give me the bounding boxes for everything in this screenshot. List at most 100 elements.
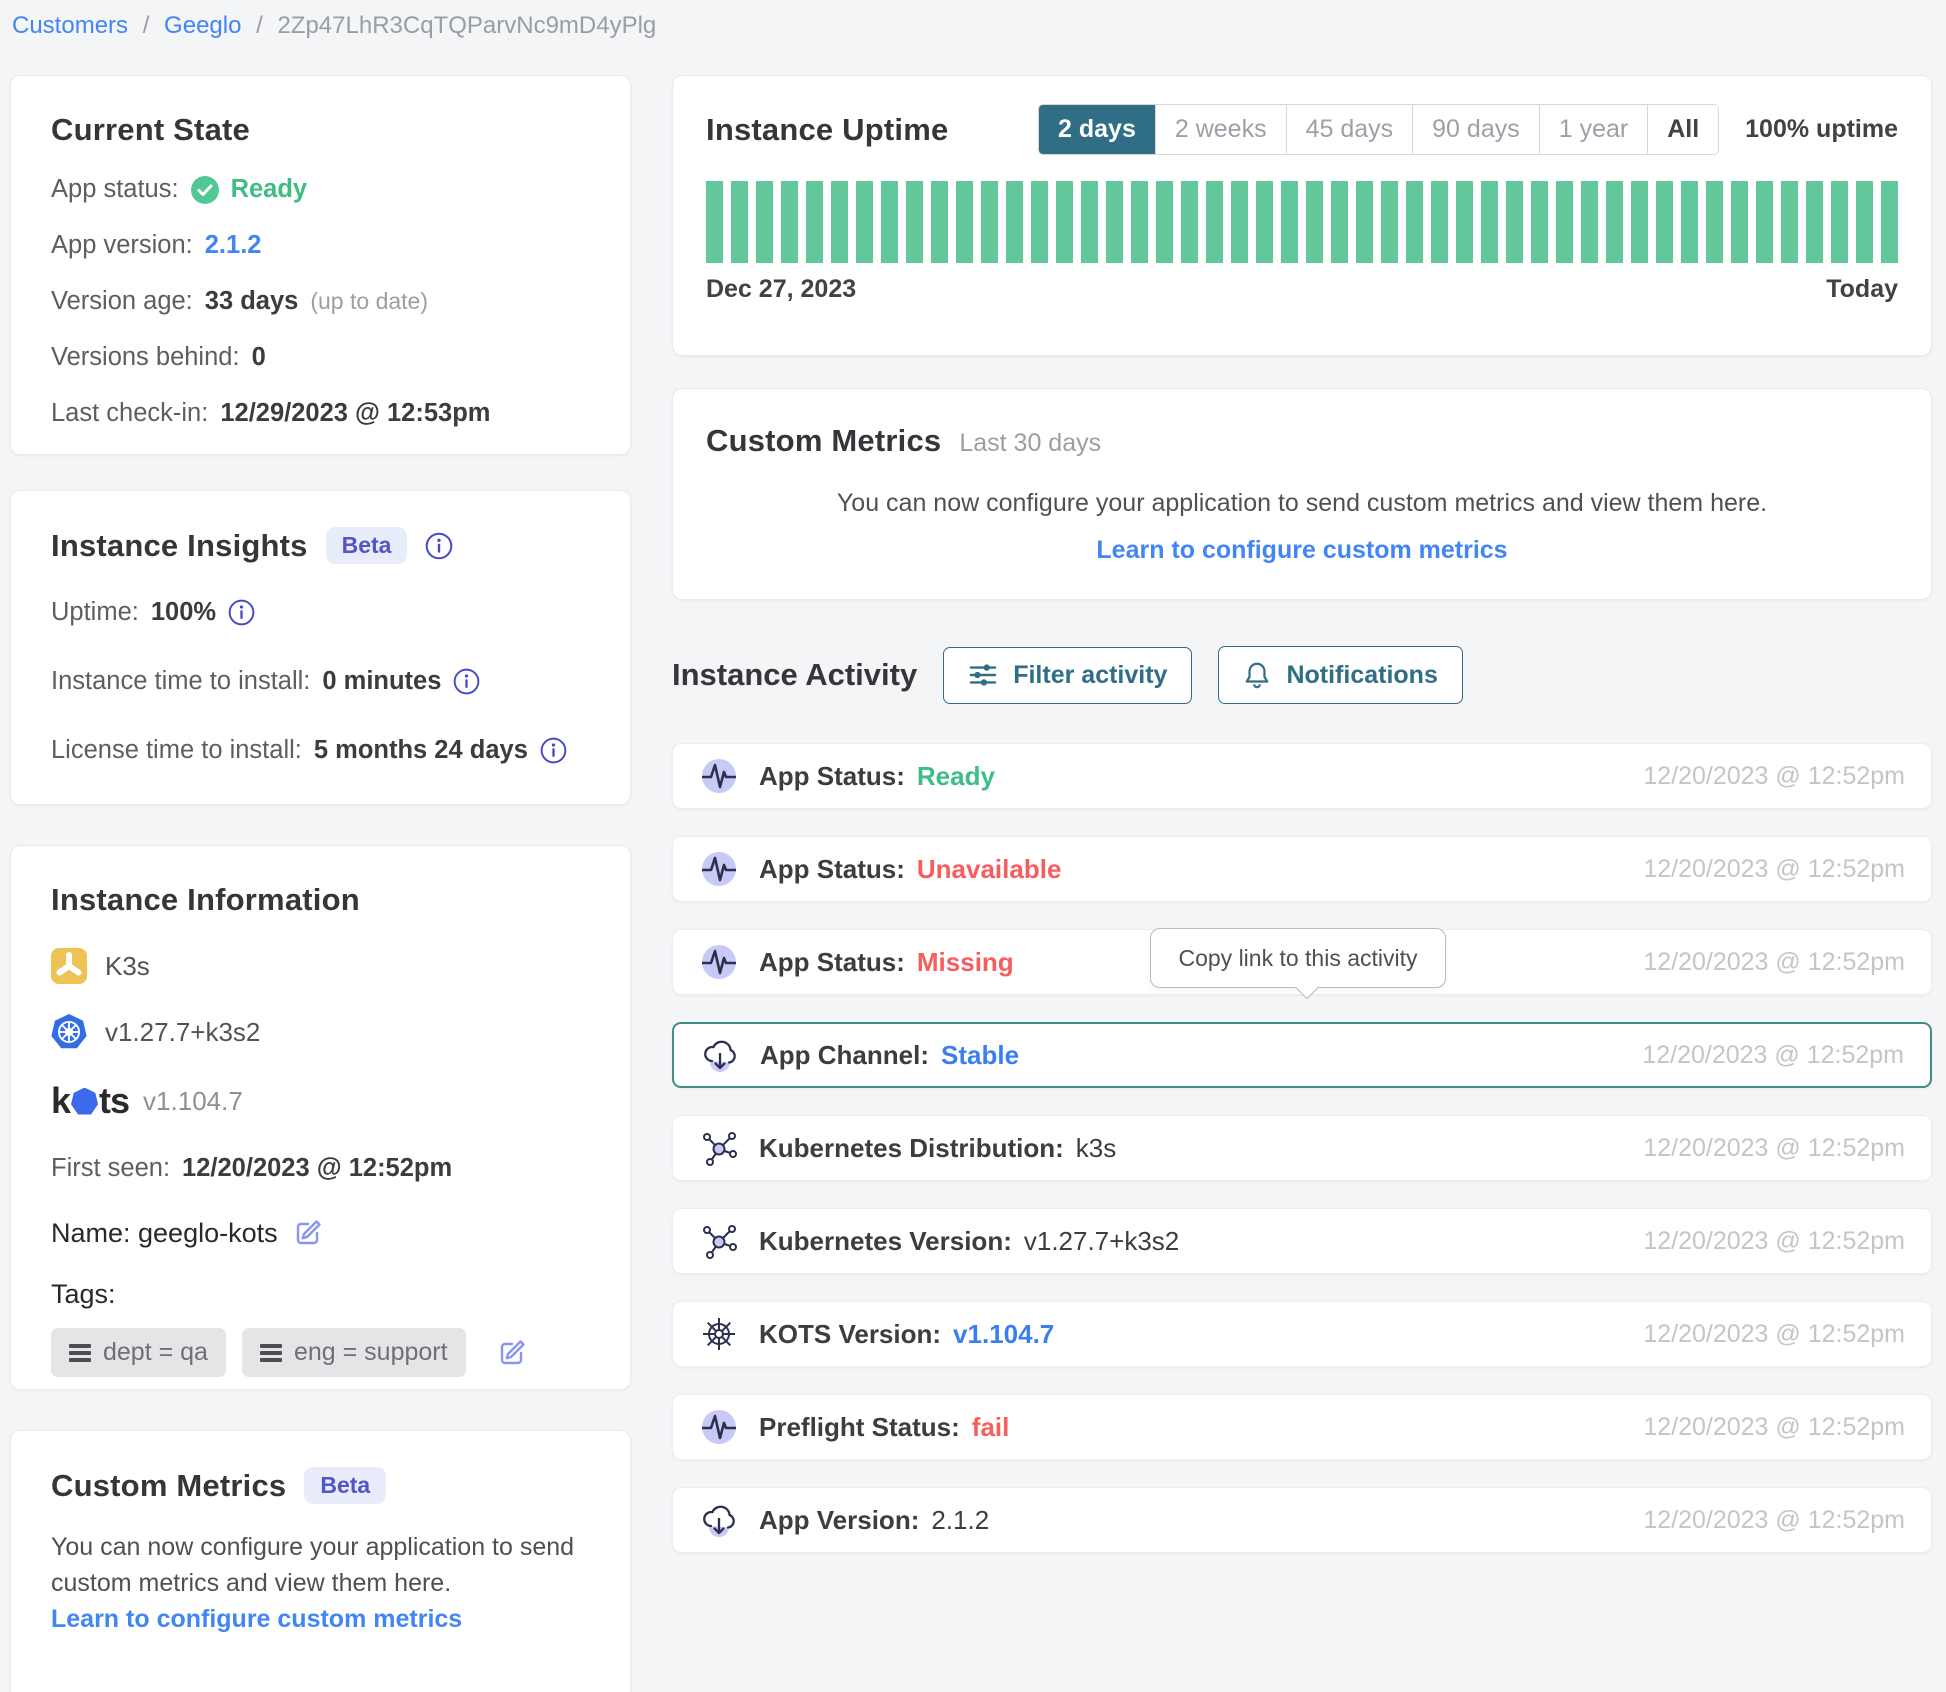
tags-label: Tags: bbox=[51, 1279, 116, 1309]
edit-tags-icon[interactable] bbox=[496, 1337, 528, 1369]
versions-behind-label: Versions behind: bbox=[51, 343, 240, 371]
cloud-download-icon bbox=[699, 1500, 739, 1540]
kubernetes-version-row: v1.27.7+k3s2 bbox=[51, 1014, 590, 1050]
version-age-note: (up to date) bbox=[310, 288, 428, 314]
activity-row-k8s-version[interactable]: Kubernetes Version: v1.27.7+k3s2 12/20/2… bbox=[672, 1208, 1932, 1274]
range-tab-90-days[interactable]: 90 days bbox=[1412, 105, 1539, 154]
molecule-icon bbox=[699, 1128, 739, 1168]
uptime-bar bbox=[1506, 181, 1523, 263]
activity-value: fail bbox=[971, 1411, 1010, 1442]
activity-row-k8s-distribution[interactable]: Kubernetes Distribution: k3s 12/20/2023 … bbox=[672, 1115, 1932, 1181]
app-version-link[interactable]: 2.1.2 bbox=[204, 231, 262, 259]
notifications-label: Notifications bbox=[1286, 660, 1438, 689]
distribution-name: K3s bbox=[105, 950, 150, 981]
first-seen-label: First seen: bbox=[51, 1154, 171, 1182]
uptime-bar bbox=[1706, 181, 1723, 263]
range-tab-all[interactable]: All bbox=[1647, 105, 1719, 154]
uptime-bar bbox=[1781, 181, 1798, 263]
uptime-bar bbox=[806, 181, 823, 263]
range-tab-45-days[interactable]: 45 days bbox=[1285, 105, 1413, 154]
molecule-icon bbox=[699, 1221, 739, 1261]
last-checkin-row: Last check-in: 12/29/2023 @ 12:53pm bbox=[51, 399, 590, 428]
uptime-bar bbox=[1356, 181, 1373, 263]
activity-label: App Version: bbox=[759, 1504, 920, 1535]
uptime-bar bbox=[781, 181, 798, 263]
beta-badge: Beta bbox=[304, 1467, 387, 1504]
uptime-bar bbox=[1556, 181, 1573, 263]
activity-label: Kubernetes Distribution: bbox=[759, 1132, 1064, 1163]
right-column: Instance Uptime 2 days 2 weeks 45 days 9… bbox=[672, 75, 1932, 1580]
uptime-bar bbox=[1206, 181, 1223, 263]
current-state-card: Current State App status: Ready App vers… bbox=[10, 75, 631, 455]
custom-metrics-left-body: You can now configure your application t… bbox=[51, 1533, 575, 1597]
tag-bars-icon bbox=[259, 1343, 282, 1362]
version-age-label: Version age: bbox=[51, 287, 193, 315]
range-tab-2-weeks[interactable]: 2 weeks bbox=[1154, 105, 1286, 154]
activity-value: v1.27.7+k3s2 bbox=[1023, 1225, 1180, 1256]
breadcrumb-instance-id: 2Zp47LhR3CqTQParvNc9mD4yPlg bbox=[277, 12, 657, 39]
info-icon[interactable] bbox=[540, 737, 567, 764]
activity-timestamp: 12/20/2023 @ 12:52pm bbox=[1642, 1040, 1904, 1069]
edit-name-icon[interactable] bbox=[292, 1217, 324, 1249]
configure-metrics-link[interactable]: Learn to configure custom metrics bbox=[51, 1605, 463, 1633]
notifications-button[interactable]: Notifications bbox=[1218, 646, 1463, 704]
tag-label: eng = support bbox=[293, 1338, 448, 1366]
tag-chip[interactable]: dept = qa bbox=[51, 1328, 226, 1377]
uptime-bar bbox=[956, 181, 973, 263]
uptime-range-tabs: 2 days 2 weeks 45 days 90 days 1 year Al… bbox=[1038, 104, 1720, 155]
info-icon[interactable] bbox=[453, 668, 480, 695]
uptime-bar bbox=[1306, 181, 1323, 263]
tag-chip[interactable]: eng = support bbox=[241, 1328, 466, 1377]
copy-link-tooltip: Copy link to this activity bbox=[1150, 928, 1446, 1000]
filter-activity-button[interactable]: Filter activity bbox=[943, 646, 1193, 704]
uptime-bar bbox=[1756, 181, 1773, 263]
uptime-end-date: Today bbox=[1826, 275, 1898, 303]
kubernetes-icon bbox=[51, 1014, 87, 1050]
instance-insights-card: Instance Insights Beta Uptime: 100% Inst… bbox=[10, 490, 631, 805]
activity-label: App Status: bbox=[759, 946, 905, 977]
breadcrumb: Customers / Geeglo / 2Zp47LhR3CqTQParvNc… bbox=[12, 12, 656, 40]
activity-row-preflight-status[interactable]: Preflight Status: fail 12/20/2023 @ 12:5… bbox=[672, 1394, 1932, 1460]
activity-row-kots-version[interactable]: KOTS Version: v1.104.7 12/20/2023 @ 12:5… bbox=[672, 1301, 1932, 1367]
uptime-bar bbox=[1456, 181, 1473, 263]
instance-name-row: Name: geeglo-kots bbox=[51, 1217, 590, 1249]
instance-time-row: Instance time to install: 0 minutes bbox=[51, 667, 590, 696]
uptime-bar bbox=[881, 181, 898, 263]
uptime-bar bbox=[1131, 181, 1148, 263]
uptime-bar bbox=[1106, 181, 1123, 263]
info-icon[interactable] bbox=[425, 532, 453, 560]
activity-row-app-status-ready[interactable]: App Status: Ready 12/20/2023 @ 12:52pm bbox=[672, 743, 1932, 809]
license-time-row: License time to install: 5 months 24 day… bbox=[51, 736, 590, 765]
uptime-bar bbox=[1281, 181, 1298, 263]
activity-row-app-version[interactable]: App Version: 2.1.2 12/20/2023 @ 12:52pm bbox=[672, 1487, 1932, 1553]
range-tab-2-days[interactable]: 2 days bbox=[1039, 105, 1155, 154]
breadcrumb-customers-link[interactable]: Customers bbox=[12, 12, 129, 39]
activity-row-app-status-unavailable[interactable]: App Status: Unavailable 12/20/2023 @ 12:… bbox=[672, 836, 1932, 902]
activity-row-app-channel[interactable]: App Channel: Stable 12/20/2023 @ 12:52pm bbox=[672, 1022, 1932, 1088]
activity-timestamp: 12/20/2023 @ 12:52pm bbox=[1643, 1319, 1905, 1348]
first-seen-value: 12/20/2023 @ 12:52pm bbox=[182, 1154, 453, 1182]
app-version-label: App version: bbox=[51, 231, 193, 259]
breadcrumb-separator: / bbox=[142, 12, 150, 39]
range-tab-1-year[interactable]: 1 year bbox=[1538, 105, 1648, 154]
uptime-bar bbox=[1656, 181, 1673, 263]
left-column: Current State App status: Ready App vers… bbox=[10, 75, 631, 1692]
k3s-icon bbox=[51, 948, 87, 984]
kots-version: v1.104.7 bbox=[143, 1085, 243, 1116]
uptime-bar bbox=[1081, 181, 1098, 263]
uptime-bar bbox=[1181, 181, 1198, 263]
activity-label: App Status: bbox=[759, 760, 905, 791]
uptime-bar bbox=[1031, 181, 1048, 263]
uptime-bar bbox=[856, 181, 873, 263]
info-icon[interactable] bbox=[228, 599, 255, 626]
uptime-bar bbox=[1406, 181, 1423, 263]
uptime-bar bbox=[1856, 181, 1873, 263]
configure-metrics-link[interactable]: Learn to configure custom metrics bbox=[1096, 536, 1508, 564]
instance-name: Name: geeglo-kots bbox=[51, 1217, 278, 1248]
activity-timestamp: 12/20/2023 @ 12:52pm bbox=[1643, 947, 1905, 976]
uptime-bar bbox=[1331, 181, 1348, 263]
helm-wheel-icon bbox=[699, 1314, 739, 1354]
pulse-icon bbox=[699, 849, 739, 889]
breadcrumb-customer-link[interactable]: Geeglo bbox=[164, 12, 242, 39]
